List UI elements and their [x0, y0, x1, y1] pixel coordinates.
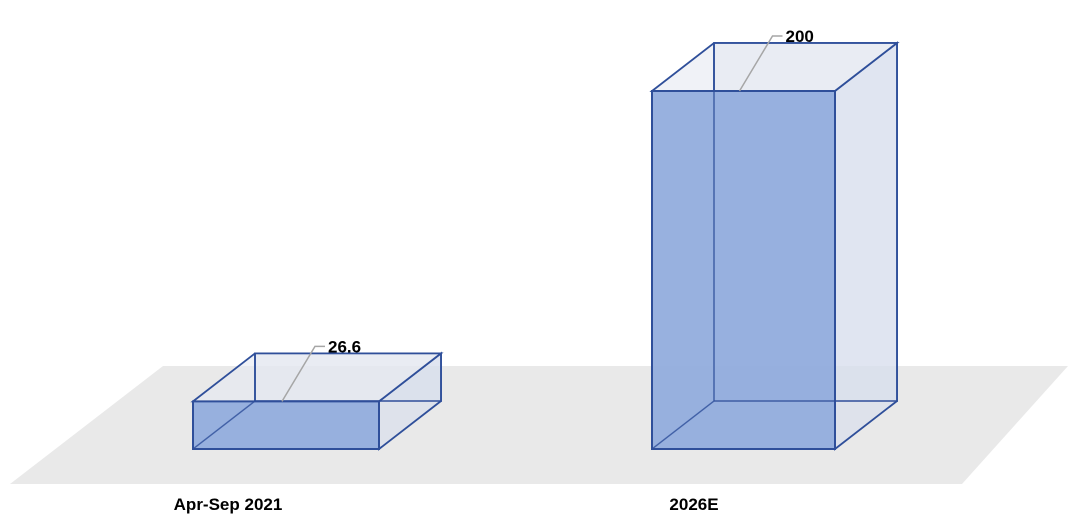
bar-front-face [651, 90, 836, 450]
category-label: Apr-Sep 2021 [174, 495, 283, 514]
bars-group [190, 41, 900, 451]
data-label-leader-line [281, 345, 325, 402]
bar-0 [190, 351, 444, 451]
chart-floor [10, 366, 1068, 484]
bar-front-face [192, 400, 380, 450]
bar-hidden-edge [192, 400, 256, 450]
category-label: 2026E [669, 495, 718, 514]
bar-hidden-edge [651, 400, 715, 450]
labels-group: 26.6 Apr-Sep 2021 200 2026E [174, 27, 814, 514]
data-label: 26.6 [328, 337, 361, 356]
bar-1 [649, 41, 900, 451]
data-label-leader-line [738, 35, 783, 92]
data-label: 200 [786, 27, 814, 46]
bar-side-face [834, 41, 898, 451]
